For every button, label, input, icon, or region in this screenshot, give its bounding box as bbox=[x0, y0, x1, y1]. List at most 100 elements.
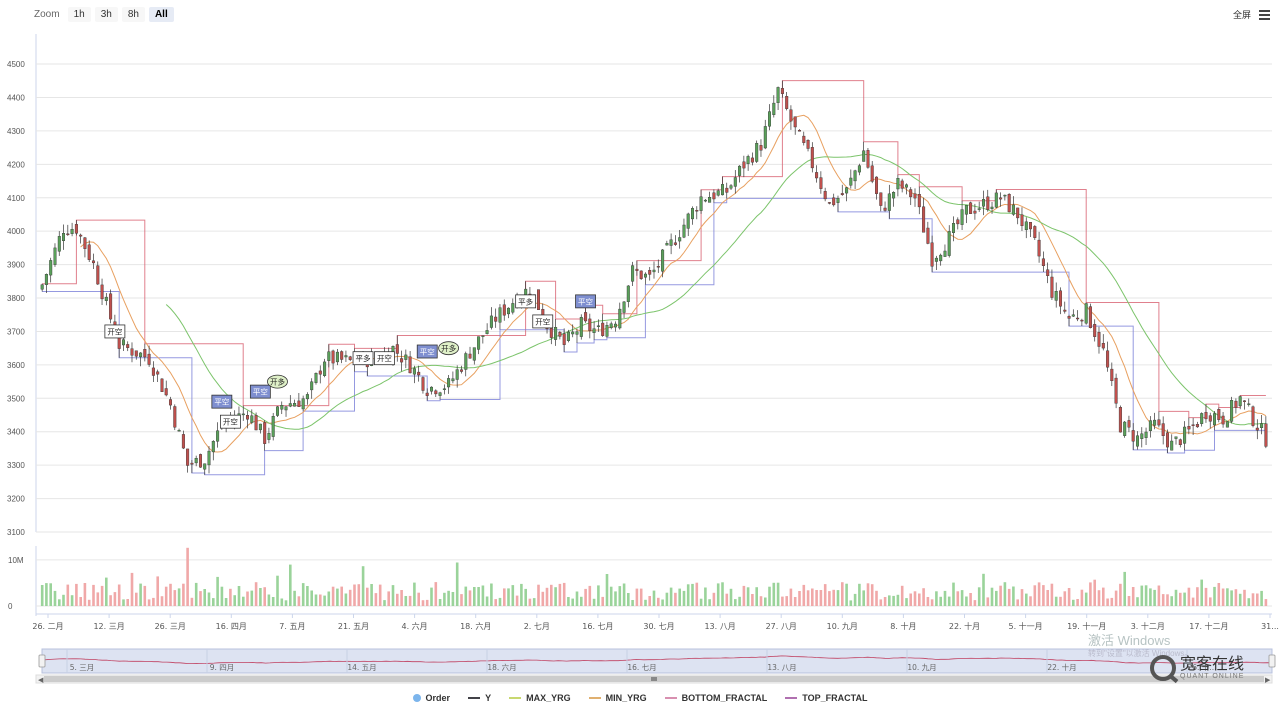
legend-item-order[interactable]: Order bbox=[412, 693, 450, 703]
candle bbox=[49, 260, 53, 276]
volume-bar bbox=[1033, 585, 1037, 606]
volume-bar bbox=[618, 586, 622, 606]
candle bbox=[1123, 421, 1127, 437]
volume-bar bbox=[601, 596, 604, 606]
candle bbox=[241, 413, 245, 416]
zoom-all-button[interactable]: All bbox=[148, 6, 174, 22]
trade-marker: 平多 bbox=[515, 294, 537, 309]
volume-bar bbox=[468, 590, 472, 606]
price-tick-label: 4400 bbox=[7, 93, 25, 102]
hamburger-menu-icon[interactable] bbox=[1259, 9, 1270, 20]
candle bbox=[297, 400, 301, 407]
legend-item-y[interactable]: Y bbox=[468, 693, 491, 703]
volume-bar bbox=[674, 592, 677, 606]
volume-bar bbox=[1084, 592, 1088, 606]
x-tick-label: 22. 十月 bbox=[949, 621, 980, 631]
volume-bar bbox=[678, 588, 681, 606]
candle bbox=[862, 150, 866, 162]
volume-bar bbox=[130, 572, 134, 606]
zoom-1h-button[interactable]: 1h bbox=[67, 6, 91, 22]
legend-item-min-yrg[interactable]: MIN_YRG bbox=[588, 693, 647, 703]
candle bbox=[1225, 421, 1229, 428]
fullscreen-button[interactable]: 全屏 bbox=[1232, 10, 1251, 20]
volume-bar bbox=[657, 597, 660, 606]
scroll-right-arrow-icon[interactable]: ▶ bbox=[1265, 677, 1271, 684]
zoom-3h-button[interactable]: 3h bbox=[94, 6, 118, 22]
candle bbox=[198, 454, 202, 468]
candle bbox=[639, 270, 643, 279]
candle bbox=[143, 349, 147, 358]
legend-item-max-yrg[interactable]: MAX_YRG bbox=[509, 693, 571, 703]
navigator-tick-label: 26. 十... bbox=[1188, 662, 1217, 672]
candle bbox=[780, 88, 784, 94]
volume-bar bbox=[126, 599, 129, 606]
trade-marker-bg bbox=[438, 341, 460, 356]
scroll-left-arrow-icon[interactable]: ◀ bbox=[38, 677, 44, 684]
x-tick-label: 4. 六月 bbox=[402, 621, 428, 631]
trade-marker-bg bbox=[352, 351, 374, 366]
candle bbox=[875, 176, 879, 194]
volume-bar bbox=[263, 587, 266, 606]
volume-bar bbox=[896, 594, 900, 606]
candle bbox=[1195, 424, 1199, 428]
candle bbox=[1016, 207, 1020, 219]
volume-bar bbox=[947, 596, 951, 606]
candle bbox=[412, 368, 416, 375]
volume-bar bbox=[815, 590, 818, 606]
volume-bar bbox=[1042, 585, 1045, 606]
volume-bar bbox=[224, 598, 228, 606]
volume-bar bbox=[473, 587, 476, 606]
volume-bar bbox=[271, 597, 275, 606]
volume-bar bbox=[331, 586, 335, 606]
candle bbox=[408, 356, 412, 374]
volume-bar bbox=[391, 585, 395, 606]
volume-bar bbox=[1020, 589, 1024, 606]
candle bbox=[96, 265, 100, 285]
legend-item-top-fractal[interactable]: TOP_FRACTAL bbox=[785, 693, 867, 703]
candle bbox=[1260, 423, 1264, 429]
candle bbox=[836, 197, 840, 203]
candle bbox=[1110, 368, 1114, 382]
volume-bar bbox=[614, 591, 617, 606]
volume-bar bbox=[622, 583, 626, 606]
candle bbox=[151, 367, 155, 376]
trade-marker-label: 平空 bbox=[253, 387, 268, 397]
candle bbox=[776, 87, 780, 103]
volume-bar bbox=[1243, 589, 1246, 606]
volume-bar bbox=[537, 584, 540, 606]
volume-bar bbox=[53, 590, 57, 606]
volume-bar bbox=[1161, 594, 1165, 606]
x-tick-label: 19. 十一月 bbox=[1067, 621, 1106, 631]
candle bbox=[596, 325, 600, 327]
trade-marker-bg bbox=[416, 344, 438, 359]
volume-bar bbox=[1264, 599, 1268, 606]
candle bbox=[1255, 427, 1259, 431]
candle bbox=[1165, 432, 1169, 448]
x-tick-label: 31... bbox=[1261, 622, 1279, 631]
price-tick-label: 4100 bbox=[7, 194, 25, 203]
volume-bar bbox=[190, 597, 194, 606]
navigator-left-handle[interactable] bbox=[38, 654, 46, 668]
navigator-right-handle[interactable] bbox=[1268, 654, 1276, 668]
candle bbox=[1118, 407, 1122, 433]
volume-bar bbox=[481, 585, 485, 606]
volume-bar bbox=[1050, 583, 1054, 606]
volume-bar bbox=[284, 600, 288, 606]
candle bbox=[1157, 419, 1161, 426]
navigator-tick-label: 5. 三月 bbox=[70, 663, 95, 672]
candle bbox=[1054, 291, 1058, 301]
volume-bar bbox=[1166, 594, 1169, 606]
volume-bar bbox=[575, 591, 579, 606]
candle bbox=[562, 333, 566, 345]
candle bbox=[618, 308, 622, 329]
volume-bar bbox=[1191, 597, 1195, 606]
candle bbox=[1097, 332, 1101, 347]
legend-item-bottom-fractal[interactable]: BOTTOM_FRACTAL bbox=[664, 693, 767, 703]
candle bbox=[74, 224, 78, 234]
volume-bar bbox=[1238, 593, 1242, 606]
trade-marker-bg bbox=[104, 324, 126, 339]
zoom-8h-button[interactable]: 8h bbox=[121, 6, 145, 22]
volume-bar bbox=[366, 587, 369, 606]
volume-bar bbox=[708, 599, 711, 606]
